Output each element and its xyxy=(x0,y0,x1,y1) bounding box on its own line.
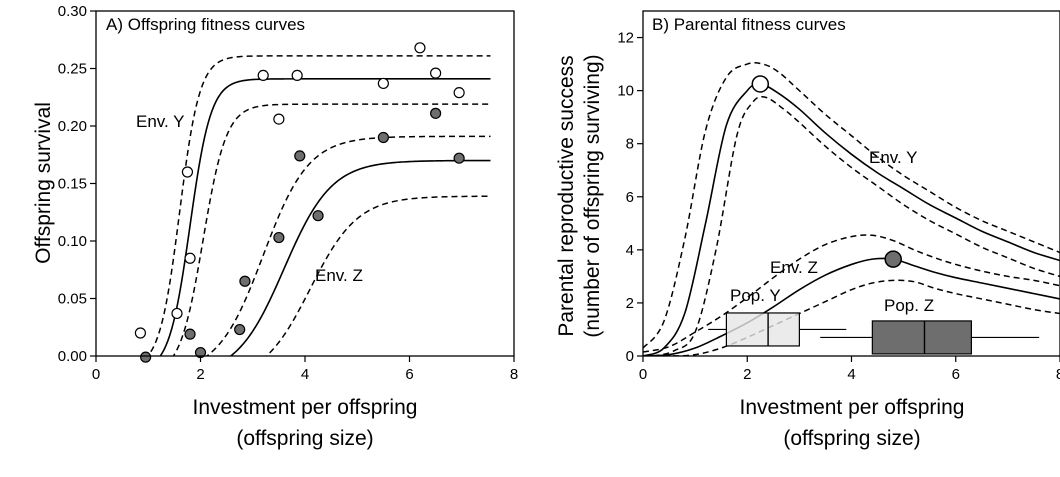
panel-b-xtick-label: 8 xyxy=(1056,366,1060,383)
panel-b-pop-y-box xyxy=(725,312,800,347)
panel-b-curves xyxy=(643,62,1060,356)
panel-a-env-y-point xyxy=(134,327,147,339)
panel-a-env-y-point xyxy=(430,67,442,79)
panel-a-env-y-point xyxy=(453,87,465,99)
panel-b-ylabel-line2: (number of offspring surviving) xyxy=(581,54,604,337)
panel-a-label-env-y: Env. Y xyxy=(136,112,185,131)
panel-b-ytick-label: 2 xyxy=(626,295,634,312)
panel-a-ticks: 0 2 4 6 8 0.00 0.05 0.10 0.15 0.20 0.25 0.30 xyxy=(58,3,518,383)
panel-a-ytick-label: 0.15 xyxy=(58,176,87,193)
panel-a-curves xyxy=(146,55,491,356)
panel-b-pop-z-box xyxy=(871,320,972,355)
panel-a-title: A) Offspring fitness curves xyxy=(106,15,305,34)
panel-a-points xyxy=(134,42,465,363)
panel-b-env-y-ci-upper xyxy=(643,62,1060,349)
panel-b-label-env-y: Env. Y xyxy=(869,148,918,167)
panel-b-ytick-label: 8 xyxy=(626,136,634,153)
panel-b-title: B) Parental fitness curves xyxy=(652,15,846,34)
panel-b-xtick-label: 0 xyxy=(639,366,647,383)
panel-b-ticks: 0 2 4 6 8 0 2 4 6 8 10 12 xyxy=(617,30,1060,383)
panel-a-xtick-label: 0 xyxy=(92,366,100,383)
panel-b-xtick-label: 2 xyxy=(743,366,751,383)
panel-b-label-env-z: Env. Z xyxy=(770,258,818,277)
panel-a-env-z-ci-upper xyxy=(205,135,491,356)
panel-b-env-y-optimum xyxy=(751,75,770,93)
panel-a-env-z-point xyxy=(239,275,251,287)
panel-a-env-z-point xyxy=(430,107,442,119)
panel-b-label-pop-y: Pop. Y xyxy=(730,286,781,305)
panel-a-xlabel-line1: Investment per offspring xyxy=(193,396,418,419)
panel-b-env-y-ci-lower xyxy=(653,95,1060,356)
panel-a-env-z-fit xyxy=(229,159,491,356)
panel-b-frame xyxy=(642,10,1060,357)
panel-a-offspring-fitness: 0 2 4 6 8 0.00 0.05 0.10 0.15 0.20 0.25 0.30 A) Off… xyxy=(32,3,518,450)
panel-b-ytick-label: 4 xyxy=(626,242,634,259)
panel-b-ytick-label: 10 xyxy=(617,83,634,100)
panel-a-env-z-point xyxy=(234,323,246,336)
panel-b-env-z-ci-lower xyxy=(643,279,1060,356)
panel-b-env-z-optimum xyxy=(884,250,902,268)
panel-a-env-z-point xyxy=(312,210,324,222)
panel-a-ytick-label: 0.00 xyxy=(58,348,87,365)
panel-a-xtick-label: 8 xyxy=(510,366,518,383)
panel-a-frame xyxy=(95,10,515,357)
panel-b-label-pop-z: Pop. Z xyxy=(884,296,934,315)
panel-a-xtick-label: 6 xyxy=(405,366,413,383)
panel-b-optima xyxy=(751,75,902,268)
panel-a-xlabel-line2: (offspring size) xyxy=(236,427,373,450)
panel-a-env-z-point xyxy=(294,150,306,162)
panel-a-env-y-ci-lower xyxy=(172,103,491,356)
panel-b-xlabel-line1: Investment per offspring xyxy=(740,396,965,419)
panel-b-boxplots xyxy=(708,312,1040,355)
panel-a-env-y-point xyxy=(414,42,426,54)
panel-a-env-y-ci-upper xyxy=(146,55,491,356)
panel-a-env-y-point xyxy=(171,307,183,320)
panel-a-ytick-label: 0.25 xyxy=(58,61,87,78)
panel-b-env-y-fit xyxy=(643,83,1060,356)
panel-a-ytick-label: 0.30 xyxy=(58,3,87,20)
panel-a-env-z-point xyxy=(273,231,285,244)
panel-a-env-y-point xyxy=(377,77,389,90)
panel-a-env-y-point xyxy=(273,113,285,125)
panel-a-env-y-point xyxy=(181,166,194,178)
panel-a-xtick-label: 2 xyxy=(196,366,204,383)
panel-a-xtick-label: 4 xyxy=(301,366,309,383)
panel-a-env-z-point xyxy=(184,328,196,340)
panel-b-ytick-label: 0 xyxy=(626,348,634,365)
panel-a-ytick-label: 0.05 xyxy=(58,291,87,308)
panel-a-label-env-z: Env. Z xyxy=(315,266,363,285)
panel-a-env-y-point xyxy=(291,69,303,82)
panel-a-env-y-point xyxy=(184,252,196,264)
panel-a-ylabel: Offspring survival xyxy=(32,102,55,264)
panel-a-env-z-point xyxy=(140,351,152,363)
panel-a-ytick-label: 0.20 xyxy=(58,118,87,135)
panel-a-ytick-label: 0.10 xyxy=(58,233,87,250)
panel-b-parental-fitness: 0 2 4 6 8 0 2 4 6 8 10 12 B) Parental fitness curve… xyxy=(555,10,1060,450)
panel-a-env-z-ci-lower xyxy=(265,195,491,356)
panel-b-env-z-ci-upper xyxy=(643,234,1060,353)
panel-b-env-z-fit xyxy=(643,257,1060,356)
panel-b-xlabel-line2: (offspring size) xyxy=(783,427,920,450)
panel-b-xtick-label: 6 xyxy=(952,366,960,383)
panel-b-xtick-label: 4 xyxy=(847,366,855,383)
panel-b-ylabel-line1: Parental reproductive success xyxy=(555,55,578,336)
panel-a-env-z-point xyxy=(453,152,465,164)
panel-b-ytick-label: 6 xyxy=(626,189,634,206)
panel-b-ytick-label: 12 xyxy=(617,30,634,47)
panel-a-env-y-point xyxy=(257,69,269,82)
panel-a-env-z-point xyxy=(377,131,389,144)
